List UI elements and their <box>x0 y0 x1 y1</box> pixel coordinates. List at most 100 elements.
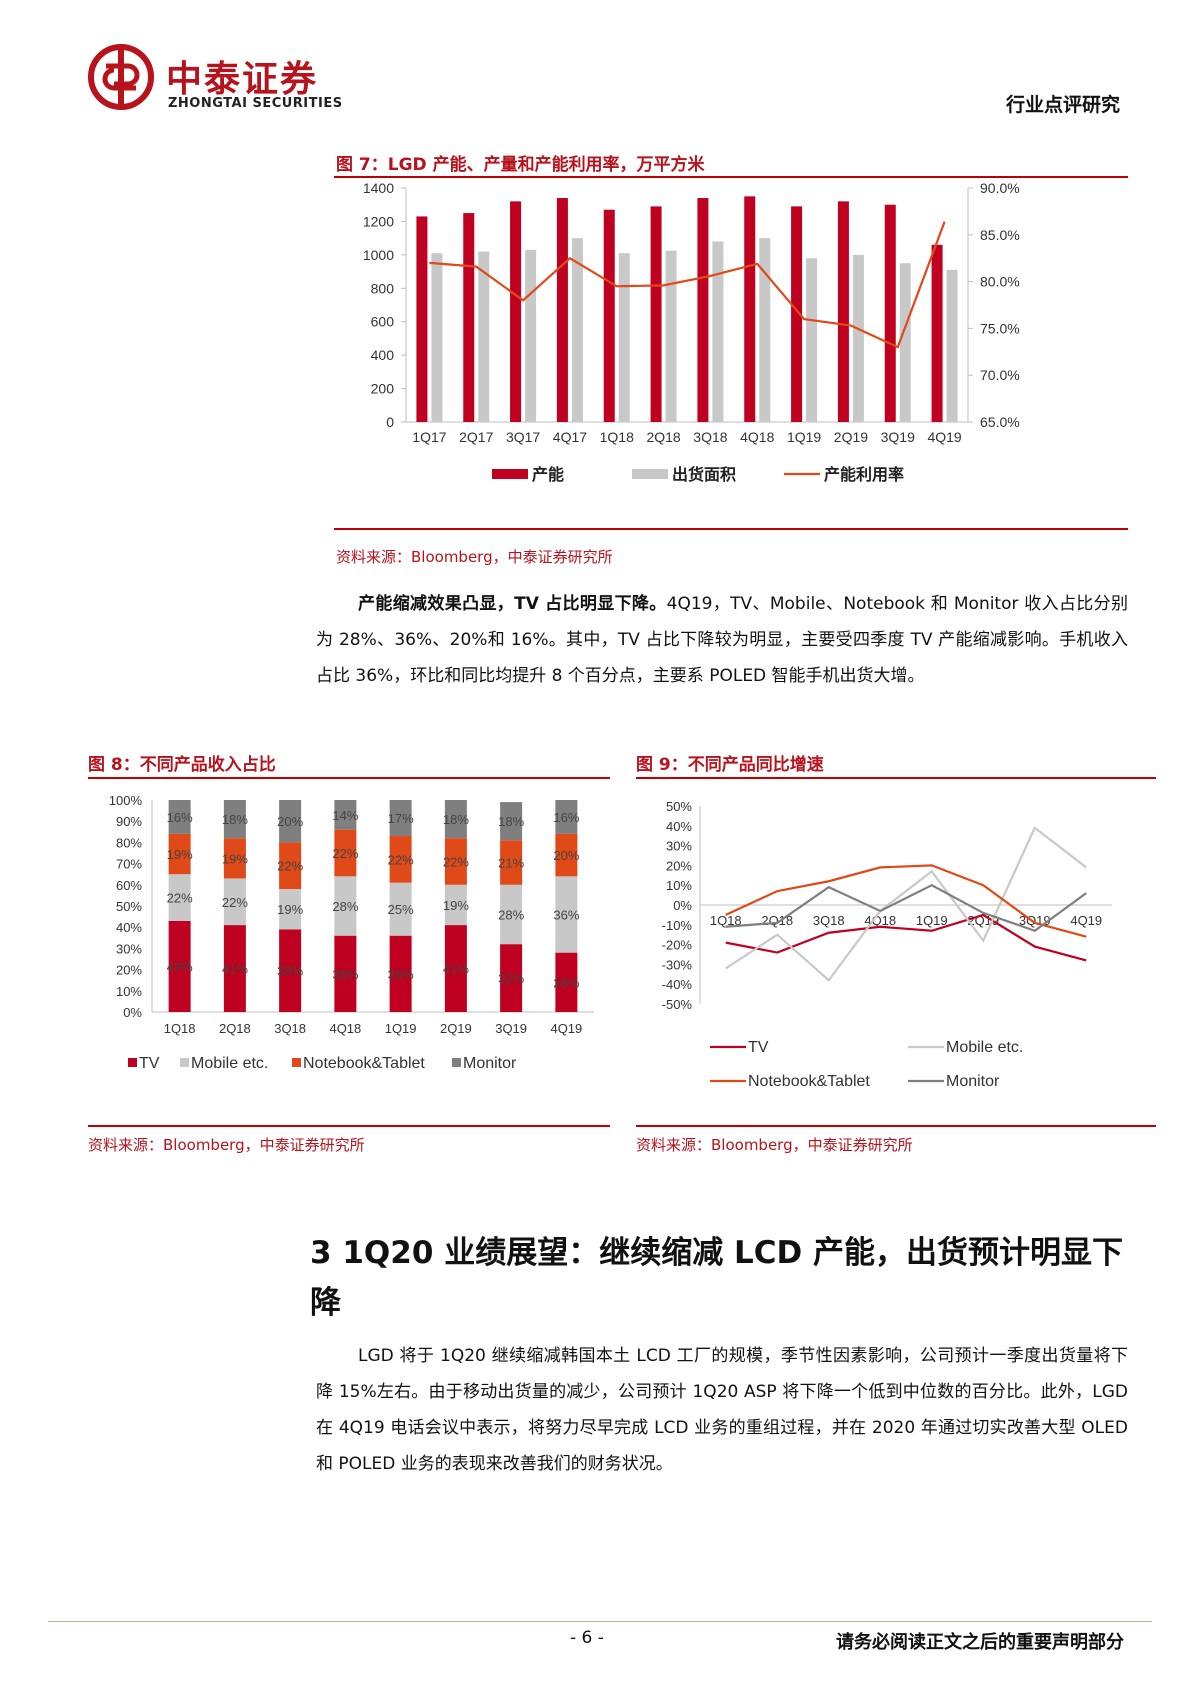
fig7-left-tick-label: 200 <box>371 381 395 397</box>
fig8-bar-segment <box>279 800 302 843</box>
fig8-y-tick-label: 10% <box>116 984 142 999</box>
fig8-data-label: 36% <box>332 967 358 982</box>
fig8-data-label: 18% <box>498 814 524 829</box>
fig7-x-tick-label: 3Q18 <box>693 429 727 445</box>
fig9-x-tick-label: 3Q18 <box>813 913 845 928</box>
fig8-bar-segment <box>500 840 523 885</box>
fig7-bar-capacity <box>744 196 756 422</box>
paragraph-body: 4Q19，TV、Mobile、Notebook 和 Monitor 收入占比分别… <box>316 594 1128 686</box>
figure9-title: 图 9：不同产品同比增速 <box>636 755 824 775</box>
fig7-left-tick-label: 1200 <box>363 213 394 229</box>
fig8-data-label: 22% <box>388 852 414 867</box>
fig9-y-tick-label: -30% <box>662 957 693 972</box>
fig7-left-tick-label: 800 <box>371 280 395 296</box>
fig7-line-utilization <box>429 221 946 349</box>
fig7-legend-label: 出货面积 <box>672 465 736 484</box>
fig7-bar-capacity <box>510 201 522 422</box>
fig8-data-label: 36% <box>388 967 414 982</box>
fig7-left-tick-label: 600 <box>371 314 395 330</box>
fig8-data-label: 32% <box>498 971 524 986</box>
fig8-legend-label: Mobile etc. <box>191 1055 268 1072</box>
fig8-bar-segment <box>555 876 578 953</box>
figure7-top-rule <box>334 176 1128 178</box>
fig8-legend-swatch <box>452 1058 461 1067</box>
fig9-x-tick-label: 4Q19 <box>1070 913 1102 928</box>
fig7-x-tick-label: 4Q19 <box>927 429 961 445</box>
fig8-bar-segment <box>334 800 357 830</box>
fig8-bar-segment <box>389 836 412 883</box>
fig8-legend-label: Notebook&Tablet <box>303 1055 425 1072</box>
fig8-bar-segment <box>444 838 467 885</box>
fig8-data-label: 28% <box>332 899 358 914</box>
fig7-bar-capacity <box>416 216 428 422</box>
fig8-bar-segment <box>500 944 523 1012</box>
fig7-x-tick-label: 4Q17 <box>553 429 587 445</box>
fig8-data-label: 16% <box>167 810 193 825</box>
fig7-bar-capacity <box>837 201 849 422</box>
fig7-x-tick-label: 4Q18 <box>740 429 774 445</box>
fig8-bar-segment <box>279 889 302 930</box>
paragraph-capacity-reduction: 产能缩减效果凸显，TV 占比明显下降。4Q19，TV、Mobile、Notebo… <box>316 586 1128 694</box>
fig9-y-tick-label: 40% <box>666 819 692 834</box>
fig7-x-tick-label: 1Q17 <box>412 429 446 445</box>
fig7-x-tick-label: 1Q18 <box>600 429 634 445</box>
fig8-data-label: 18% <box>443 812 469 827</box>
fig9-legend-label: Notebook&Tablet <box>748 1073 870 1090</box>
fig7-left-tick-label: 1000 <box>363 247 394 263</box>
company-name-en: ZHONGTAI SECURITIES <box>168 96 343 111</box>
fig8-data-label: 14% <box>332 808 358 823</box>
fig7-x-tick-label: 2Q18 <box>646 429 680 445</box>
fig8-bar-segment <box>223 878 246 926</box>
fig8-bar-segment <box>279 929 302 1012</box>
paragraph-lead: 产能缩减效果凸显，TV 占比明显下降。 <box>358 594 667 614</box>
fig8-data-label: 19% <box>443 898 469 913</box>
fig7-bar-capacity <box>931 244 943 422</box>
section3-body: LGD 将于 1Q20 继续缩减韩国本土 LCD 工厂的规模，季节性因素影响，公… <box>316 1346 1128 1474</box>
figure8-source: 资料来源：Bloomberg，中泰证券研究所 <box>88 1136 365 1154</box>
fig9-y-tick-label: -10% <box>662 918 693 933</box>
fig7-left-tick-label: 1400 <box>363 180 394 196</box>
fig8-bar-segment <box>334 876 357 936</box>
fig7-x-tick-label: 2Q19 <box>834 429 868 445</box>
fig8-data-label: 22% <box>277 859 303 874</box>
fig8-data-label: 36% <box>553 907 579 922</box>
fig8-bar-segment <box>168 874 191 921</box>
fig8-y-tick-label: 70% <box>116 857 142 872</box>
fig7-bar-shipment <box>525 249 537 422</box>
fig9-y-tick-label: 10% <box>666 878 692 893</box>
company-logo <box>88 44 154 110</box>
fig8-legend-label: Monitor <box>463 1055 517 1072</box>
fig8-bar-segment <box>279 842 302 890</box>
fig8-y-tick-label: 90% <box>116 814 142 829</box>
fig7-legend-label: 产能 <box>532 465 564 484</box>
fig7-x-tick-label: 1Q19 <box>787 429 821 445</box>
fig7-right-tick-label: 65.0% <box>980 414 1020 430</box>
fig8-x-tick-label: 3Q18 <box>274 1021 306 1036</box>
fig9-series-line <box>725 864 1087 938</box>
figure7-chart: 0 200 400 600 800 1000 1200 1400 65.0% 70.0% 75.0%… <box>363 180 1020 484</box>
fig7-legend-swatch <box>492 469 528 479</box>
fig8-bar-segment <box>168 800 191 834</box>
fig8-y-tick-label: 60% <box>116 878 142 893</box>
fig9-series-line <box>725 883 1087 932</box>
fig9-y-tick-label: 50% <box>666 799 692 814</box>
fig7-x-tick-label: 3Q17 <box>506 429 540 445</box>
fig8-bar-segment <box>444 800 467 839</box>
fig9-x-tick-label: 1Q19 <box>916 913 948 928</box>
fig8-data-label: 28% <box>498 907 524 922</box>
fig8-bar-segment <box>389 935 412 1012</box>
fig7-bar-shipment <box>946 269 958 422</box>
fig9-y-tick-label: 0% <box>673 898 692 913</box>
fig8-bar-segment <box>444 884 467 926</box>
fig8-bar-segment <box>555 833 578 877</box>
fig7-bar-capacity <box>463 213 475 422</box>
fig8-bar-segment <box>555 800 578 834</box>
fig7-right-tick-label: 85.0% <box>980 227 1020 243</box>
fig9-y-tick-label: -40% <box>662 977 693 992</box>
fig8-data-label: 22% <box>222 895 248 910</box>
fig7-x-tick-label: 3Q19 <box>881 429 915 445</box>
fig9-series-line <box>725 826 1087 982</box>
fig8-bar-segment <box>389 882 412 936</box>
fig7-bar-capacity <box>556 198 568 422</box>
fig8-data-label: 28% <box>553 975 579 990</box>
